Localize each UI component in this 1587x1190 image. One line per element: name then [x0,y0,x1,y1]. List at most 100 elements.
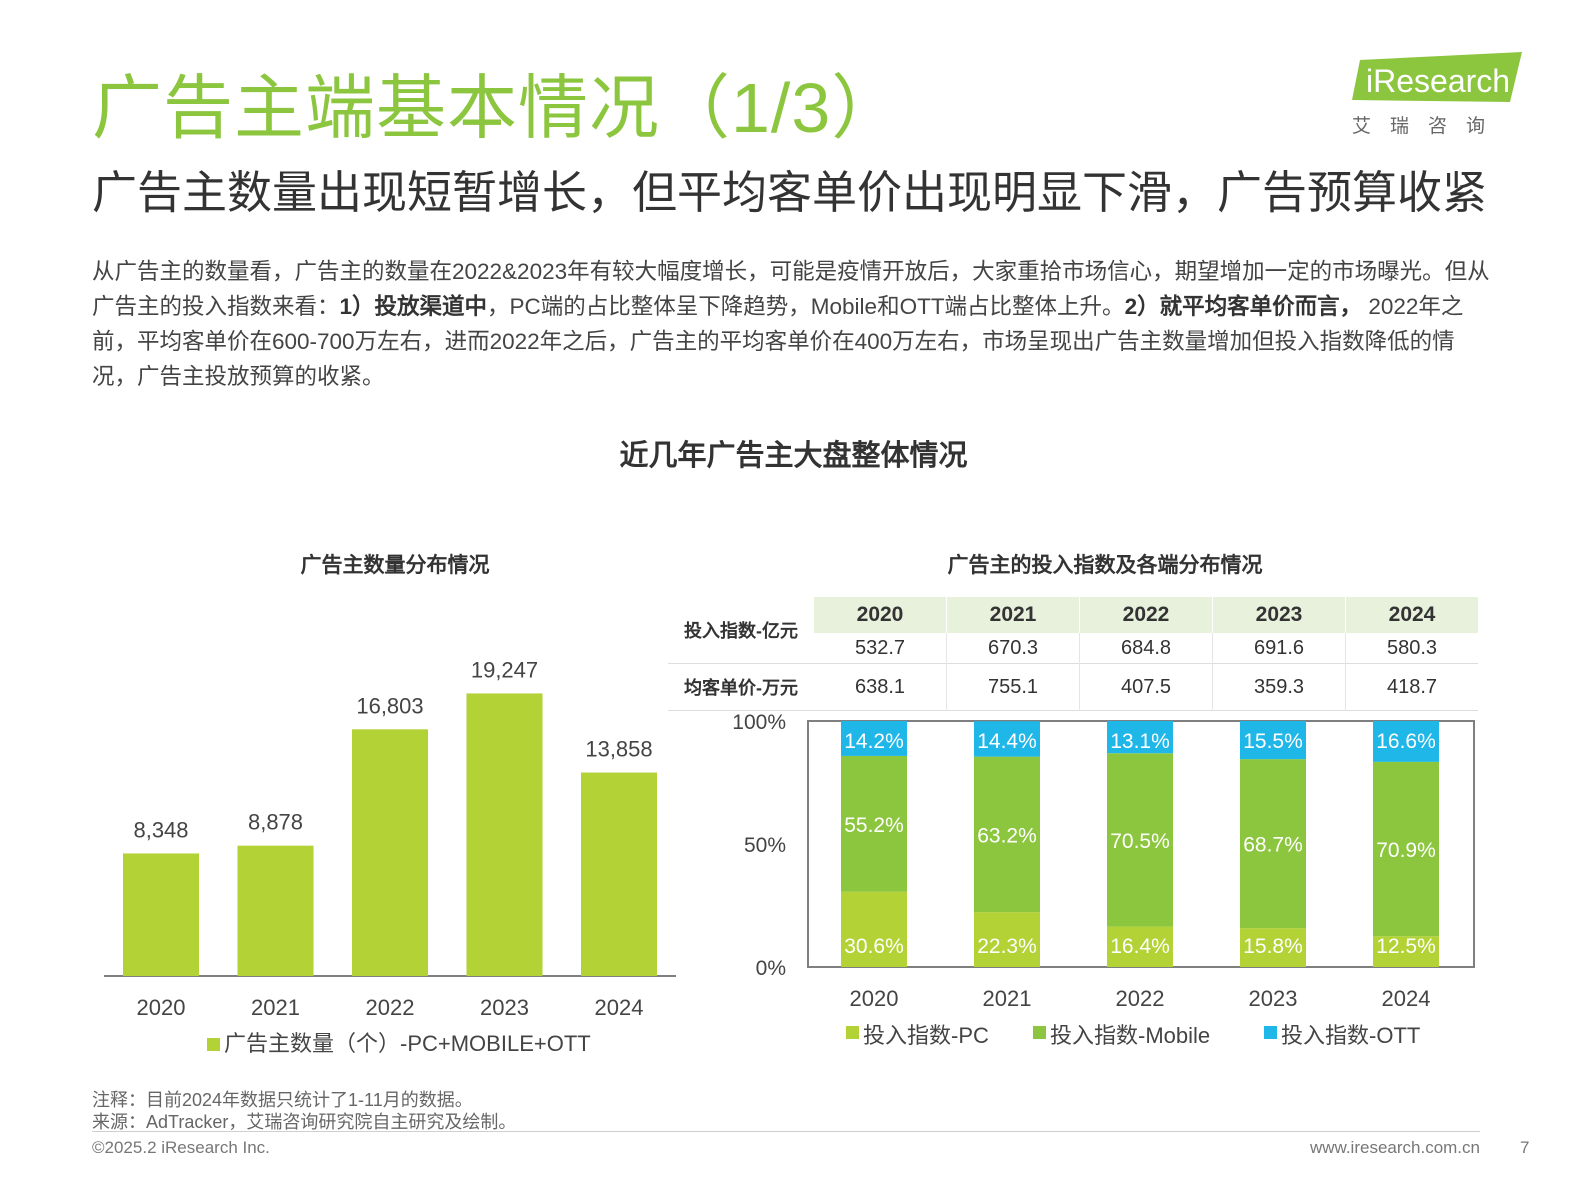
footer-divider [92,1131,1480,1132]
bar-value-label: 8,878 [248,810,303,835]
bar [123,853,199,976]
stacked-chart-title: 广告主的投入指数及各端分布情况 [947,554,1263,577]
intro-text-1: 从广告主的数量看，广告主的数量在2022&2023年有较大幅度增长，可能是疫情开… [92,259,1490,319]
stack-segment [974,756,1040,913]
stack-segment [974,912,1040,967]
bar [352,729,428,976]
segment-value-label: 55.2% [844,814,904,837]
segment-value-label: 22.3% [977,935,1037,958]
y-tick-label: 50% [744,834,786,857]
segment-value-label: 16.6% [1376,730,1436,753]
legend-label: 投入指数-OTT [1281,1023,1420,1048]
x-tick-label: 2022 [366,995,415,1020]
table-price-cell: 407.5 [1079,663,1213,711]
footer-source: 来源：AdTracker，艾瑞咨询研究院自主研究及绘制。 [92,1112,517,1132]
table-year-cell: 2021 [946,597,1080,633]
logo-text: iResearch [1366,63,1510,99]
segment-value-label: 30.6% [844,935,904,958]
bar-value-label: 16,803 [356,693,423,718]
legend-label: 投入指数-PC [863,1023,989,1048]
table-price-cell: 359.3 [1212,663,1346,711]
segment-value-label: 70.5% [1110,830,1170,853]
legend-swatch [1264,1026,1277,1039]
segment-value-label: 68.7% [1243,834,1303,857]
stack-segment [1373,761,1439,937]
table-row-label-price: 均客单价-万元 [684,678,798,698]
intro-text-2: ，PC端的占比整体呈下降趋势，Mobile和OTT端占比整体上升。 [487,294,1125,319]
bar-value-label: 8,348 [133,817,188,842]
x-tick-label: 2021 [251,995,300,1020]
table-invest-cell: 580.3 [1345,633,1478,664]
y-tick-label: 100% [732,711,786,734]
index-table: 投入指数-亿元 2020 2021 2022 2023 2024 532.7 6… [668,597,1478,711]
segment-value-label: 70.9% [1376,839,1436,862]
table-row-label-invest: 投入指数-亿元 [668,597,814,664]
table-invest-cell: 670.3 [946,633,1080,664]
page-title: 广告主端基本情况（1/3） [92,69,903,147]
table-price-cell: 418.7 [1345,663,1478,711]
table-header-row: 投入指数-亿元 2020 2021 2022 2023 2024 [668,597,1478,664]
bar [581,772,657,976]
stack-segment [974,721,1040,757]
logo-banner-shape [1352,52,1522,102]
table-invest-cell: 532.7 [854,636,906,659]
website-link[interactable]: www.iresearch.com.cn [1309,1138,1480,1157]
table-year-cell: 2022 [1079,597,1213,633]
stack-segment [1240,759,1306,929]
iresearch-logo: iResearch 艾 瑞 咨 询 [1352,52,1522,137]
logo-subtext: 艾 瑞 咨 询 [1352,115,1485,137]
segment-value-label: 14.2% [844,730,904,753]
page-number: 7 [1520,1138,1530,1157]
footer-note: 注释：目前2024年数据只统计了1-11月的数据。 [92,1090,473,1110]
x-tick-label: 2022 [1116,986,1165,1011]
segment-value-label: 12.5% [1376,935,1436,958]
legend-label: 投入指数-Mobile [1050,1023,1210,1048]
legend-swatch [207,1038,220,1051]
table-row: 532.7 670.3 684.8 691.6 580.3 [668,633,1478,664]
table-year-cell: 2020 [814,597,947,633]
page-subtitle: 广告主数量出现短暂增长，但平均客单价出现明显下滑，广告预算收紧 [92,167,1488,218]
stack-segment [1107,721,1173,754]
x-tick-label: 2020 [137,995,186,1020]
x-tick-label: 2023 [1249,986,1298,1011]
stack-segment [841,755,907,892]
x-tick-label: 2021 [983,986,1032,1011]
stack-segment [841,721,907,756]
advertiser-count-bar-chart: 8,348 2020 8,878 2021 16,803 2022 19,247 2023 13… [104,657,676,1056]
segment-value-label: 63.2% [977,824,1037,847]
stack-segment [1107,926,1173,967]
x-tick-label: 2020 [850,986,899,1011]
stack-segment [1240,928,1306,967]
bar-chart-title: 广告主数量分布情况 [300,554,490,577]
segment-value-label: 14.4% [977,730,1037,753]
x-tick-label: 2024 [1382,986,1431,1011]
intro-text-3: 2022年之前，平均客单价在600-700万左右，进而2022年之后，广告主的平… [92,294,1464,389]
index-table-wrapper: 投入指数-亿元 2020 2021 2022 2023 2024 532.7 6… [668,597,1478,711]
table-price-cell: 638.1 [854,675,906,698]
segment-value-label: 13.1% [1110,730,1170,753]
segment-value-label: 16.4% [1110,935,1170,958]
segment-value-label: 15.8% [1243,935,1303,958]
table-invest-cell: 684.8 [1079,633,1213,664]
stack-segment [1373,721,1439,762]
copyright: ©2025.2 iResearch Inc. [92,1138,270,1157]
x-tick-label: 2023 [480,995,529,1020]
stack-segment [1107,753,1173,927]
bar [237,845,314,976]
segment-value-label: 15.5% [1243,730,1303,753]
table-year-cell: 2024 [1345,597,1478,633]
stack-segment [1373,936,1439,967]
legend-swatch [846,1026,859,1039]
intro-bold-1: 1）投放渠道中 [339,294,488,319]
x-tick-label: 2024 [595,995,644,1020]
stack-segment [841,891,907,967]
y-tick-label: 0% [756,957,786,980]
table-year-cell: 2023 [1212,597,1346,633]
bar [466,693,543,976]
table-price-cell: 755.1 [946,663,1080,711]
legend-swatch [1033,1026,1046,1039]
investment-share-stacked-chart: 0% 50% 100% 30.6% 55.2% 14.2% 2020 22.3% 63.2% 14… [732,711,1475,1048]
legend-label: 广告主数量（个）-PC+MOBILE+OTT [224,1031,591,1056]
stack-segment [1240,721,1306,760]
section-title: 近几年广告主大盘整体情况 [619,440,968,472]
